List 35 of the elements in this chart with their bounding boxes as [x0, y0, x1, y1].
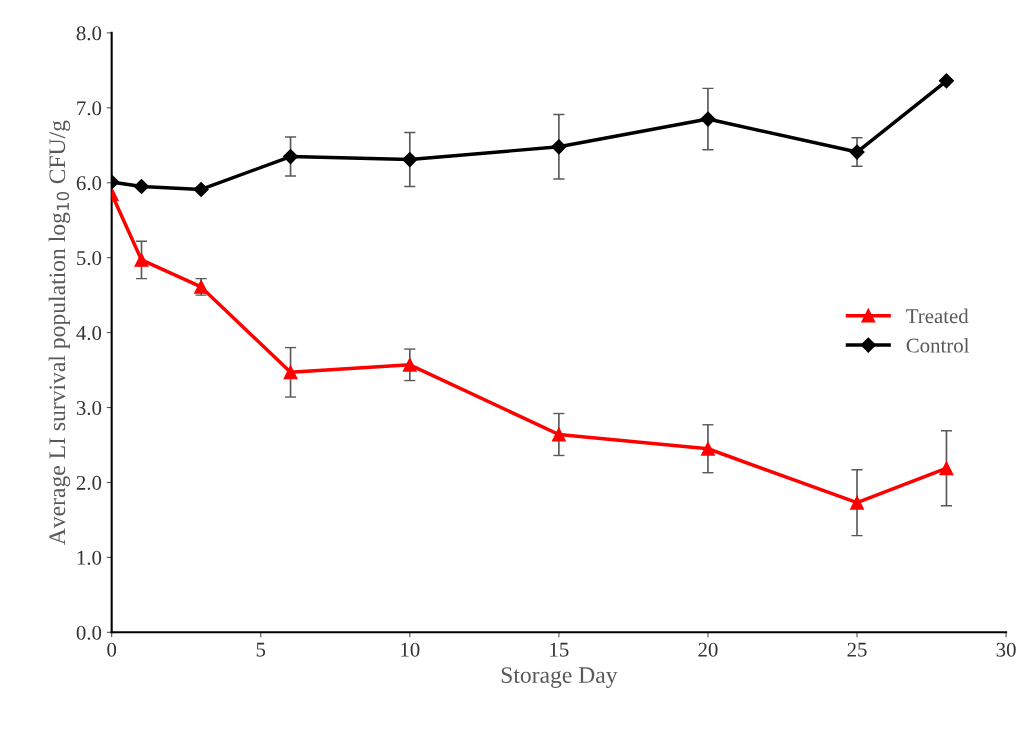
- point: [283, 365, 298, 380]
- point: [938, 73, 955, 89]
- point: [850, 495, 864, 510]
- point: [133, 178, 150, 195]
- y-tick-label: 7.0: [77, 101, 102, 116]
- point: [551, 427, 566, 442]
- x-tick-label: 10: [401, 642, 420, 657]
- y-axis-title: Average LI survival population log$_{10}$ CFU/g: [48, 120, 71, 545]
- y-tick-label: 4.0: [76, 325, 102, 341]
- x-tick-label: 25: [847, 642, 867, 657]
- point: [402, 357, 417, 372]
- x-axis-title: Storage Day: [501, 667, 618, 688]
- point: [193, 181, 209, 198]
- y-tick-label: 3.0: [76, 400, 102, 416]
- y-tick-label: 2.0: [76, 475, 102, 490]
- legend-label: Treated: [906, 308, 969, 324]
- point: [282, 148, 299, 165]
- point: [939, 461, 954, 476]
- point: [134, 252, 149, 267]
- point: [402, 151, 418, 168]
- x-tick-label: 5: [256, 642, 266, 657]
- y-tick-label: 1.0: [77, 550, 102, 565]
- x-tick-label: 30: [996, 642, 1016, 657]
- legend-label: Control: [906, 337, 970, 353]
- point: [551, 139, 567, 155]
- point: [849, 144, 865, 160]
- point: [700, 111, 716, 127]
- x-tick-label: 20: [698, 642, 718, 657]
- y-tick-label: 5.0: [77, 251, 102, 266]
- x-tick-label: 0: [107, 642, 117, 657]
- point: [701, 441, 715, 456]
- y-tick-label: 0.0: [76, 625, 102, 640]
- y-tick-label: 8.0: [76, 26, 102, 41]
- x-tick-label: 15: [550, 642, 569, 657]
- y-tick-label: 6.0: [76, 176, 102, 191]
